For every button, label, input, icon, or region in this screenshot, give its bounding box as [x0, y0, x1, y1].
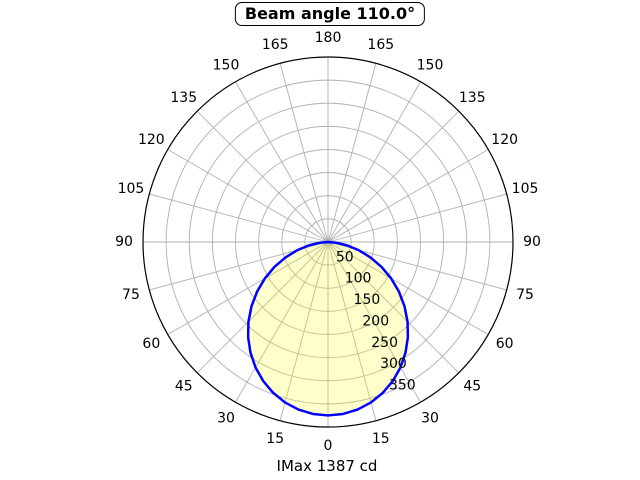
angle-tick-label: 105 — [118, 181, 145, 197]
polar-grid-spoke — [235, 241, 329, 403]
chart-title: Beam angle 110.0° — [234, 2, 426, 26]
angle-tick-label: 60 — [142, 336, 160, 352]
radial-tick-label: 150 — [354, 292, 381, 308]
radial-tick-label: 250 — [371, 335, 398, 351]
imax-label: IMax 1387 cd — [276, 457, 378, 475]
polar-grid-spoke — [149, 193, 329, 243]
angle-tick-label: 15 — [266, 431, 284, 447]
polar-grid-spoke — [327, 193, 507, 243]
angle-tick-label: 30 — [217, 411, 235, 427]
angle-tick-label: 105 — [512, 181, 539, 197]
angle-tick-label: 135 — [170, 90, 197, 106]
angle-tick-label: 75 — [516, 287, 534, 303]
radial-tick-label: 350 — [389, 378, 416, 394]
angle-tick-label: 120 — [491, 132, 518, 148]
polar-grid-spoke — [235, 81, 329, 243]
angle-tick-label: 135 — [459, 90, 486, 106]
polar-grid-spoke — [279, 63, 329, 243]
polar-outer-circle — [142, 56, 514, 428]
radial-tick-label: 50 — [336, 249, 354, 265]
angle-tick-label: 75 — [122, 287, 140, 303]
angle-tick-label: 120 — [138, 132, 165, 148]
polar-grid-spoke — [327, 241, 489, 335]
polar-grid-spoke — [167, 149, 329, 243]
angle-tick-label: 60 — [496, 336, 514, 352]
polar-grid-spoke — [327, 110, 460, 243]
beam-intensity-curve — [246, 240, 410, 417]
polar-grid-spoke — [327, 241, 421, 403]
angle-tick-label: 165 — [262, 37, 289, 53]
polar-grid-spoke — [327, 149, 489, 243]
angle-tick-label: 45 — [175, 378, 193, 394]
polar-grid-spoke — [327, 241, 460, 374]
polar-grid-spoke — [196, 110, 329, 243]
angle-tick-label: 180 — [315, 30, 342, 46]
radial-tick-label: 100 — [345, 271, 372, 287]
angle-tick-label: 15 — [372, 431, 390, 447]
polar-grid-spoke — [327, 63, 377, 243]
polar-grid-spoke — [327, 81, 421, 243]
polar-grid-spoke — [279, 241, 329, 421]
angle-tick-label: 165 — [367, 37, 394, 53]
angle-tick-label: 90 — [115, 234, 133, 250]
angle-tick-label: 30 — [421, 411, 439, 427]
polar-grid-spoke — [167, 241, 329, 335]
radial-tick-label: 200 — [362, 313, 389, 329]
angle-tick-label: 90 — [523, 234, 541, 250]
angle-tick-label: 45 — [463, 378, 481, 394]
angle-tick-label: 150 — [213, 57, 240, 73]
radial-tick-label: 300 — [380, 356, 407, 372]
angle-tick-label: 150 — [417, 57, 444, 73]
angle-tick-label: 0 — [324, 438, 333, 454]
polar-grid-spoke — [196, 241, 329, 374]
polar-grid-spoke — [327, 241, 377, 421]
